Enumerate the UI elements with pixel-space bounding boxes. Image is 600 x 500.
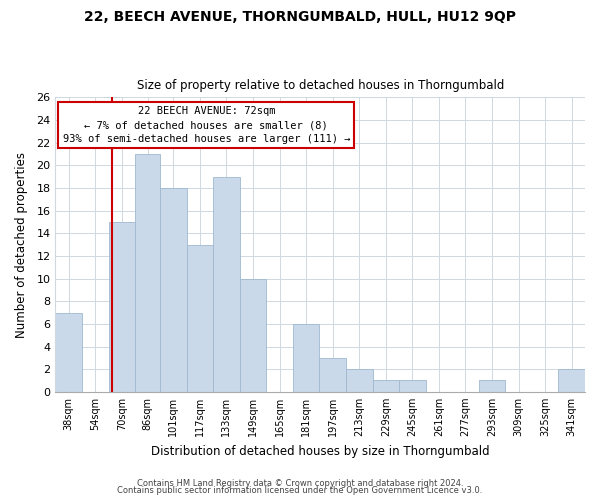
Text: Contains HM Land Registry data © Crown copyright and database right 2024.: Contains HM Land Registry data © Crown c… <box>137 478 463 488</box>
Bar <box>293 324 319 392</box>
Text: 22 BEECH AVENUE: 72sqm
← 7% of detached houses are smaller (8)
93% of semi-detac: 22 BEECH AVENUE: 72sqm ← 7% of detached … <box>62 106 350 144</box>
Bar <box>135 154 160 392</box>
Y-axis label: Number of detached properties: Number of detached properties <box>15 152 28 338</box>
Text: Contains public sector information licensed under the Open Government Licence v3: Contains public sector information licen… <box>118 486 482 495</box>
Bar <box>55 312 82 392</box>
Bar <box>399 380 425 392</box>
Bar <box>373 380 399 392</box>
Bar <box>346 369 373 392</box>
Bar <box>479 380 505 392</box>
Text: 22, BEECH AVENUE, THORNGUMBALD, HULL, HU12 9QP: 22, BEECH AVENUE, THORNGUMBALD, HULL, HU… <box>84 10 516 24</box>
Bar <box>187 244 213 392</box>
Bar <box>109 222 135 392</box>
Bar <box>240 278 266 392</box>
X-axis label: Distribution of detached houses by size in Thorngumbald: Distribution of detached houses by size … <box>151 444 490 458</box>
Bar <box>559 369 585 392</box>
Bar <box>160 188 187 392</box>
Bar <box>213 176 240 392</box>
Title: Size of property relative to detached houses in Thorngumbald: Size of property relative to detached ho… <box>137 79 504 92</box>
Bar <box>319 358 346 392</box>
